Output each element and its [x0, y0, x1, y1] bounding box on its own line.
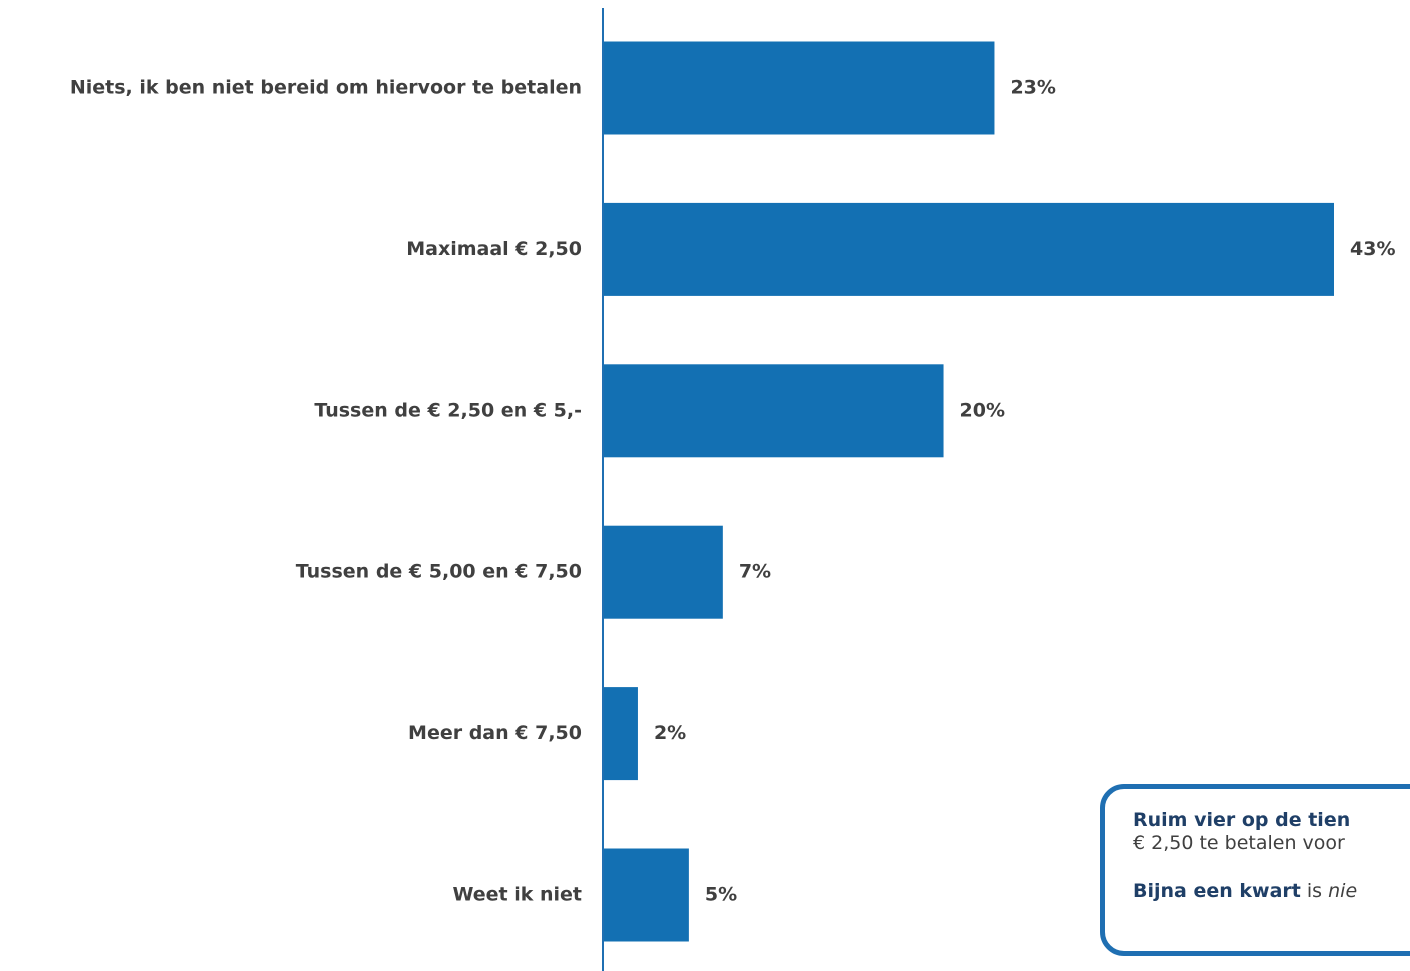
callout-line-2: € 2,50 te betalen voor — [1133, 832, 1345, 854]
value-label: 2% — [654, 722, 686, 744]
bar-tussen-de-2-50-en-5 — [604, 364, 944, 458]
category-label: Maximaal € 2,50 — [406, 238, 582, 260]
insight-callout: Ruim vier op de tien € 2,50 te betalen v… — [1100, 784, 1410, 956]
bar-niets-ik-ben-niet-bereid-om-hiervoor-te-betalen — [604, 41, 995, 135]
value-label: 20% — [960, 399, 1005, 421]
callout-text: is — [1300, 880, 1329, 902]
category-label: Meer dan € 7,50 — [408, 722, 582, 744]
value-label: 7% — [739, 561, 771, 583]
bar-maximaal-2-50 — [604, 202, 1334, 296]
bar-weet-ik-niet — [604, 848, 689, 942]
bars-group — [604, 41, 1334, 942]
category-label: Tussen de € 5,00 en € 7,50 — [296, 561, 582, 583]
bar-meer-dan-7-50 — [604, 687, 638, 781]
callout-highlight: Bijna een kwart — [1133, 880, 1301, 902]
callout-italic: nie — [1328, 880, 1358, 902]
value-label: 23% — [1010, 77, 1055, 99]
category-label: Weet ik niet — [452, 884, 582, 906]
category-label: Tussen de € 2,50 en € 5,- — [314, 399, 582, 421]
value-label: 5% — [705, 884, 737, 906]
category-label: Niets, ik ben niet bereid om hiervoor te… — [70, 77, 582, 99]
value-labels-group: 23% 43% 20% 7% 2% 5% — [654, 77, 1396, 906]
value-label: 43% — [1350, 238, 1395, 260]
category-labels-group: Niets, ik ben niet bereid om hiervoor te… — [70, 77, 582, 906]
bar-tussen-de-5-00-en-7-50 — [604, 525, 723, 619]
callout-heading: Ruim vier op de tien — [1133, 809, 1351, 831]
